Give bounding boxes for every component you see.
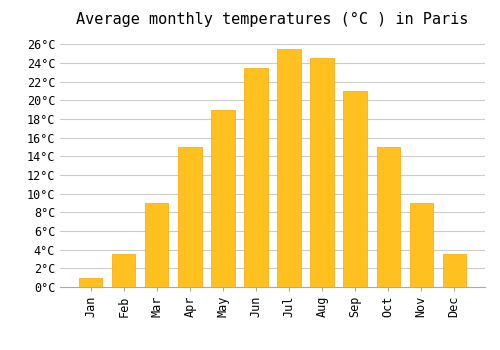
Bar <box>212 110 234 287</box>
Bar <box>112 254 136 287</box>
Bar <box>244 68 268 287</box>
Bar <box>344 91 366 287</box>
Bar <box>178 147 202 287</box>
Bar <box>442 254 466 287</box>
Title: Average monthly temperatures (°C ) in Paris: Average monthly temperatures (°C ) in Pa… <box>76 12 468 27</box>
Bar <box>278 49 300 287</box>
Bar <box>310 58 334 287</box>
Bar <box>146 203 169 287</box>
Bar <box>80 278 102 287</box>
Bar <box>410 203 432 287</box>
Bar <box>376 147 400 287</box>
